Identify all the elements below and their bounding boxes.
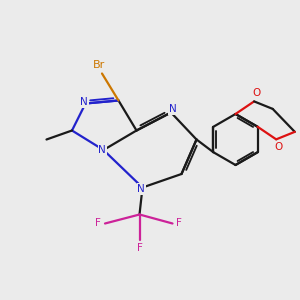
Text: Br: Br (93, 60, 105, 70)
Text: F: F (136, 243, 142, 254)
Text: F: F (95, 218, 101, 229)
Text: N: N (169, 104, 176, 114)
Text: F: F (176, 218, 182, 229)
Text: N: N (98, 145, 106, 155)
Text: O: O (252, 88, 261, 98)
Text: N: N (80, 97, 88, 107)
Text: N: N (137, 184, 145, 194)
Text: O: O (274, 142, 283, 152)
